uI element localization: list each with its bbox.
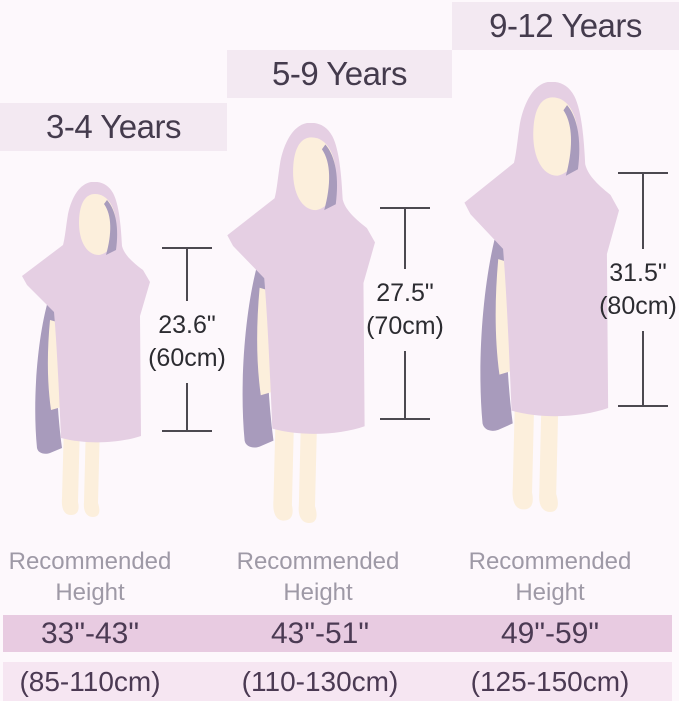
age-band-9-12-years: 9-12 Years (452, 2, 679, 50)
ruler-top-cap (380, 207, 430, 209)
height-range-cm: (125-150cm) (470, 666, 630, 697)
ruler-line (404, 351, 406, 418)
height-range-in: 49"-59" (500, 617, 600, 650)
ruler-line (642, 331, 644, 405)
height-range-in: 43"-51" (270, 617, 370, 650)
recommended-height-label: Recommended Height (236, 548, 400, 606)
height-range-cm: (85-110cm) (19, 666, 161, 697)
height-range-band-inches: 33"-43" 43"-51" 49"-59" (3, 615, 672, 652)
ruler-bottom-cap (162, 430, 212, 432)
ruler-bottom-cap (380, 418, 430, 420)
age-label: 9-12 Years (489, 7, 642, 44)
length-ruler-large: 31.5" (80cm) (573, 172, 679, 407)
recommended-height-label: Recommended Height (8, 548, 172, 606)
ruler-line (186, 249, 188, 301)
poncho-length-label: 27.5" (70cm) (366, 279, 444, 340)
height-range-cm: (110-130cm) (241, 666, 399, 697)
age-band-3-4-years: 3-4 Years (0, 103, 227, 151)
height-range-band-cm: (85-110cm) (110-130cm) (125-150cm) (3, 662, 672, 701)
ruler-line (642, 174, 644, 249)
ruler-top-cap (162, 247, 212, 249)
ruler-line (186, 383, 188, 430)
recommended-height-label: Recommended Height (468, 548, 632, 606)
length-ruler-medium: 27.5" (70cm) (335, 207, 475, 420)
ruler-line (404, 209, 406, 269)
ruler-top-cap (618, 172, 668, 174)
ruler-bottom-cap (618, 405, 668, 407)
height-range-in: 33"-43" (40, 617, 140, 650)
age-label: 5-9 Years (272, 55, 407, 92)
poncho-length-label: 31.5" (80cm) (599, 259, 677, 320)
age-label: 3-4 Years (46, 108, 181, 145)
length-ruler-small: 23.6" (60cm) (117, 247, 257, 432)
poncho-length-label: 23.6" (60cm) (148, 311, 226, 372)
age-band-5-9-years: 5-9 Years (227, 50, 452, 98)
